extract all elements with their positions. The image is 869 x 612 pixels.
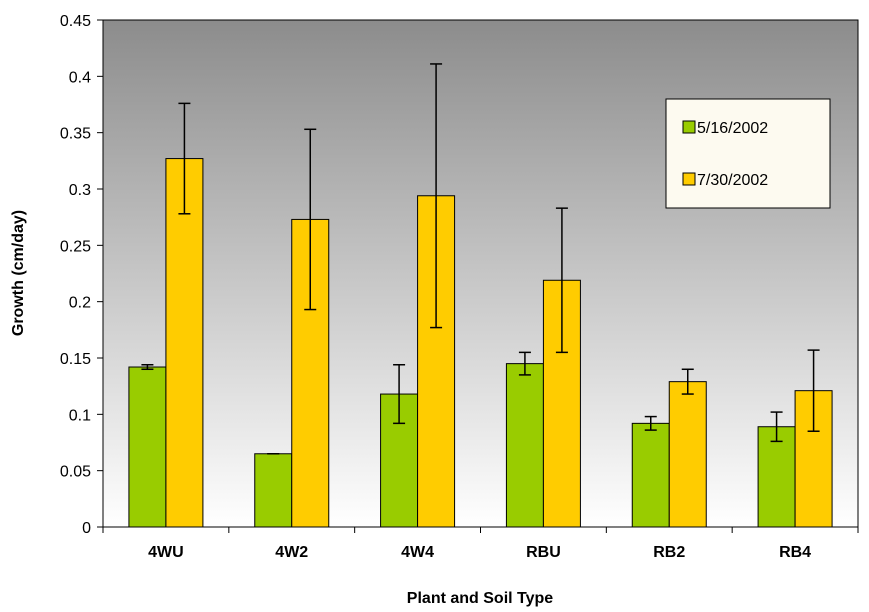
error-bars-layer xyxy=(141,63,820,455)
error-bar-rbu-series-2 xyxy=(555,207,568,354)
x-tick-label-rbu: RBU xyxy=(526,544,561,561)
error-bar-rb4-series-1 xyxy=(770,411,783,443)
legend-label-5-16-2002: 5/16/2002 xyxy=(697,120,768,137)
error-bar-4wu-series-2 xyxy=(178,102,191,215)
y-tick-label: 0 xyxy=(82,520,91,537)
error-bar-rb2-series-2 xyxy=(681,368,694,395)
axes-layer: 4WU 4W2 4W4 RBU RB2 RB4 0 0.05 0.1 0.15 0.2 0.25 0.3… xyxy=(60,13,859,561)
y-tick-label: 0.35 xyxy=(60,126,91,143)
x-axis-title: Plant and Soil Type xyxy=(407,590,553,607)
error-bar-rb4-series-2 xyxy=(807,349,820,432)
y-tick-label: 0.45 xyxy=(60,13,91,30)
bar-4w2-series-1 xyxy=(254,453,293,528)
error-bar-4w2-series-2 xyxy=(304,128,317,311)
error-bar-rbu-series-1 xyxy=(518,351,531,376)
bar-rbu-series-1 xyxy=(505,363,544,528)
x-tick-label-rb2: RB2 xyxy=(653,544,685,561)
error-bar-4w4-series-1 xyxy=(393,364,406,425)
error-bar-rb2-series-1 xyxy=(644,415,657,431)
bar-4w4-series-1 xyxy=(380,393,419,528)
error-bar-4wu-series-1 xyxy=(141,364,154,371)
error-bar-4w4-series-2 xyxy=(430,63,443,329)
x-tick-label-4wu: 4WU xyxy=(148,544,184,561)
legend-label-7-30-2002: 7/30/2002 xyxy=(697,172,768,189)
legend-swatch-7-30-2002 xyxy=(682,172,696,186)
y-axis-title: Growth (cm/day) xyxy=(10,210,27,336)
y-tick-label: 0.15 xyxy=(60,351,91,368)
bar-4wu-series-1 xyxy=(128,366,167,528)
y-tick-label: 0.4 xyxy=(69,69,91,86)
legend: 5/16/2002 7/30/2002 xyxy=(665,98,831,209)
x-tick-label-rb4: RB4 xyxy=(779,544,811,561)
y-tick-label: 0.05 xyxy=(60,464,91,481)
legend-box xyxy=(665,98,831,209)
x-tick-label-4w4: 4W4 xyxy=(401,544,434,561)
y-tick-label: 0.25 xyxy=(60,238,91,255)
plot-area xyxy=(102,19,859,528)
bar-4wu-series-2 xyxy=(165,158,204,528)
x-tick-label-4w2: 4W2 xyxy=(275,544,308,561)
y-tick-label: 0.1 xyxy=(69,407,91,424)
bar-rb2-series-2 xyxy=(668,381,707,528)
bar-rb2-series-1 xyxy=(631,422,670,528)
y-tick-label: 0.3 xyxy=(69,182,91,199)
legend-swatch-5-16-2002 xyxy=(682,120,696,134)
y-tick-label: 0.2 xyxy=(69,295,91,312)
